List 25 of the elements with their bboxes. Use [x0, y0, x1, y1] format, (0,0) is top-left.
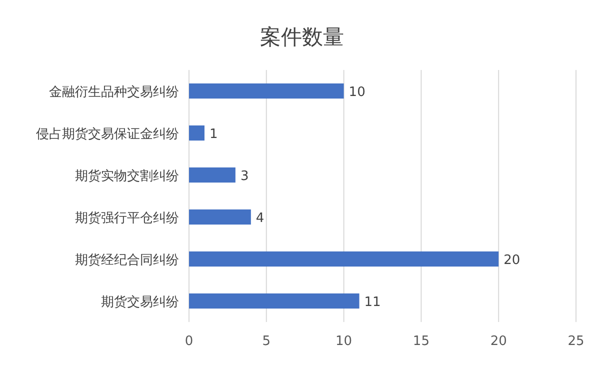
- y-tick-label: 期货经纪合同纠纷: [75, 253, 179, 268]
- bar: [189, 125, 204, 141]
- y-tick-label: 期货交易纠纷: [101, 294, 179, 310]
- bar: [189, 251, 499, 267]
- data-label: 11: [364, 295, 381, 310]
- y-tick-label: 金融衍生品种交易纠纷: [49, 84, 179, 100]
- x-tick-label: 25: [568, 334, 584, 349]
- x-tick-label: 15: [412, 334, 430, 349]
- bar: [189, 167, 236, 183]
- y-tick-label: 期货强行平仓纠纷: [75, 211, 179, 226]
- data-label: 4: [256, 211, 264, 226]
- bar: [189, 293, 360, 309]
- bar: [189, 209, 251, 225]
- chart-title: 案件数量: [260, 25, 344, 49]
- x-tick-label: 10: [336, 334, 352, 349]
- x-tick-label: 5: [262, 334, 271, 349]
- data-label: 10: [348, 85, 366, 100]
- x-tick-label: 0: [184, 334, 194, 349]
- data-label: 3: [240, 169, 249, 184]
- data-label: 20: [504, 253, 520, 268]
- data-label: 1: [209, 127, 218, 142]
- y-tick-label: 侵占期货交易保证金纠纷: [36, 126, 179, 142]
- bar: [189, 83, 344, 99]
- x-tick-label: 20: [490, 334, 507, 349]
- y-tick-label: 期货实物交割纠纷: [75, 168, 179, 184]
